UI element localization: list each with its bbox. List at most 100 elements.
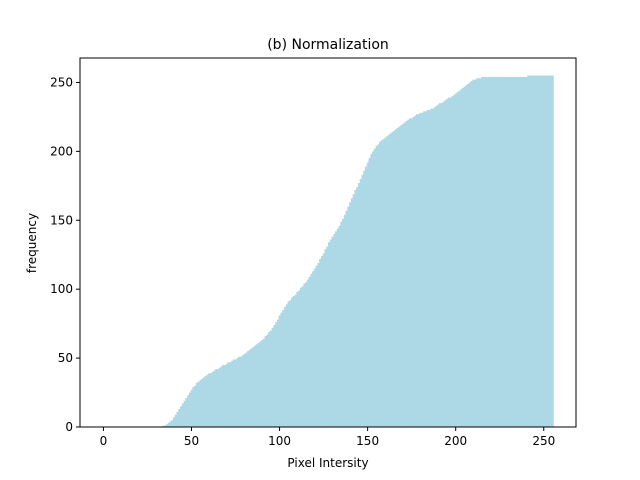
bar <box>328 242 331 427</box>
bar <box>254 345 257 427</box>
bar <box>333 234 336 427</box>
bar <box>183 400 186 427</box>
x-tick-label: 50 <box>184 434 199 448</box>
bar <box>387 134 390 427</box>
bar <box>234 359 237 427</box>
bar <box>467 83 470 428</box>
bar <box>239 356 242 427</box>
bar <box>440 103 443 427</box>
bar <box>481 76 484 427</box>
bar <box>329 239 332 427</box>
bar <box>484 76 487 427</box>
bar <box>527 75 530 428</box>
bar <box>430 108 433 427</box>
bar <box>176 411 179 427</box>
y-axis-label: frequency <box>25 213 39 273</box>
bar <box>285 304 288 427</box>
bar <box>414 115 417 428</box>
bar <box>512 76 516 427</box>
bar <box>296 291 299 427</box>
bar <box>516 76 519 427</box>
bar <box>523 76 526 427</box>
bar <box>167 422 170 427</box>
bar <box>435 105 438 428</box>
x-tick-label: 150 <box>356 434 379 448</box>
bar <box>544 75 547 428</box>
bar <box>514 76 517 427</box>
bar <box>326 246 329 427</box>
bar <box>461 87 464 427</box>
bar <box>352 194 355 427</box>
bar <box>289 300 292 427</box>
bar <box>206 374 209 427</box>
bar <box>442 101 445 428</box>
y-tick-label: 100 <box>50 282 73 296</box>
bar <box>409 118 412 427</box>
bar <box>292 296 295 427</box>
bar <box>431 108 434 427</box>
bar <box>373 148 376 427</box>
bar <box>213 370 216 427</box>
bar <box>190 389 193 427</box>
bar <box>287 301 290 427</box>
bar <box>386 136 389 427</box>
bar <box>257 342 260 427</box>
bar <box>437 104 440 427</box>
bar <box>416 114 419 427</box>
bar <box>470 81 473 427</box>
bar <box>278 315 281 427</box>
bar <box>460 89 463 428</box>
bar <box>347 206 350 427</box>
bar <box>245 352 248 427</box>
bar <box>320 256 324 427</box>
bar <box>222 364 225 427</box>
bar <box>227 362 230 427</box>
bar <box>262 338 265 427</box>
bar <box>490 76 493 427</box>
bar <box>194 385 197 427</box>
bar <box>236 358 239 427</box>
bar <box>483 76 486 427</box>
x-tick-label: 250 <box>532 434 555 448</box>
bar <box>534 75 537 428</box>
bar <box>252 347 255 427</box>
bar <box>389 133 392 427</box>
bar <box>294 294 297 427</box>
bar <box>276 319 279 427</box>
bar <box>542 75 545 428</box>
bar <box>398 126 401 428</box>
y-tick-label: 0 <box>65 420 73 434</box>
bar <box>308 276 311 427</box>
bar <box>356 187 359 427</box>
bar <box>530 75 533 428</box>
chart-title: (b) Normalization <box>267 37 389 53</box>
bar <box>447 97 450 427</box>
bar <box>521 76 524 427</box>
bar <box>342 218 345 427</box>
bar <box>201 378 204 427</box>
bar <box>493 76 496 427</box>
bar <box>477 78 480 427</box>
bar <box>336 228 339 427</box>
bar <box>454 93 457 427</box>
bar <box>162 425 165 427</box>
bar <box>475 78 479 427</box>
bar <box>224 364 227 427</box>
bar <box>261 340 264 427</box>
bar <box>359 178 362 427</box>
bar <box>393 130 396 427</box>
bar <box>271 327 274 427</box>
bar <box>259 341 262 427</box>
bar <box>537 75 540 428</box>
bar <box>410 118 413 427</box>
bar <box>324 249 327 427</box>
bar <box>518 76 521 427</box>
bar <box>403 122 406 427</box>
bar <box>401 123 405 427</box>
bar <box>384 137 387 427</box>
bar <box>535 75 538 428</box>
bar <box>268 331 271 427</box>
bar <box>204 376 207 427</box>
bar <box>509 76 512 427</box>
bar <box>273 325 276 427</box>
